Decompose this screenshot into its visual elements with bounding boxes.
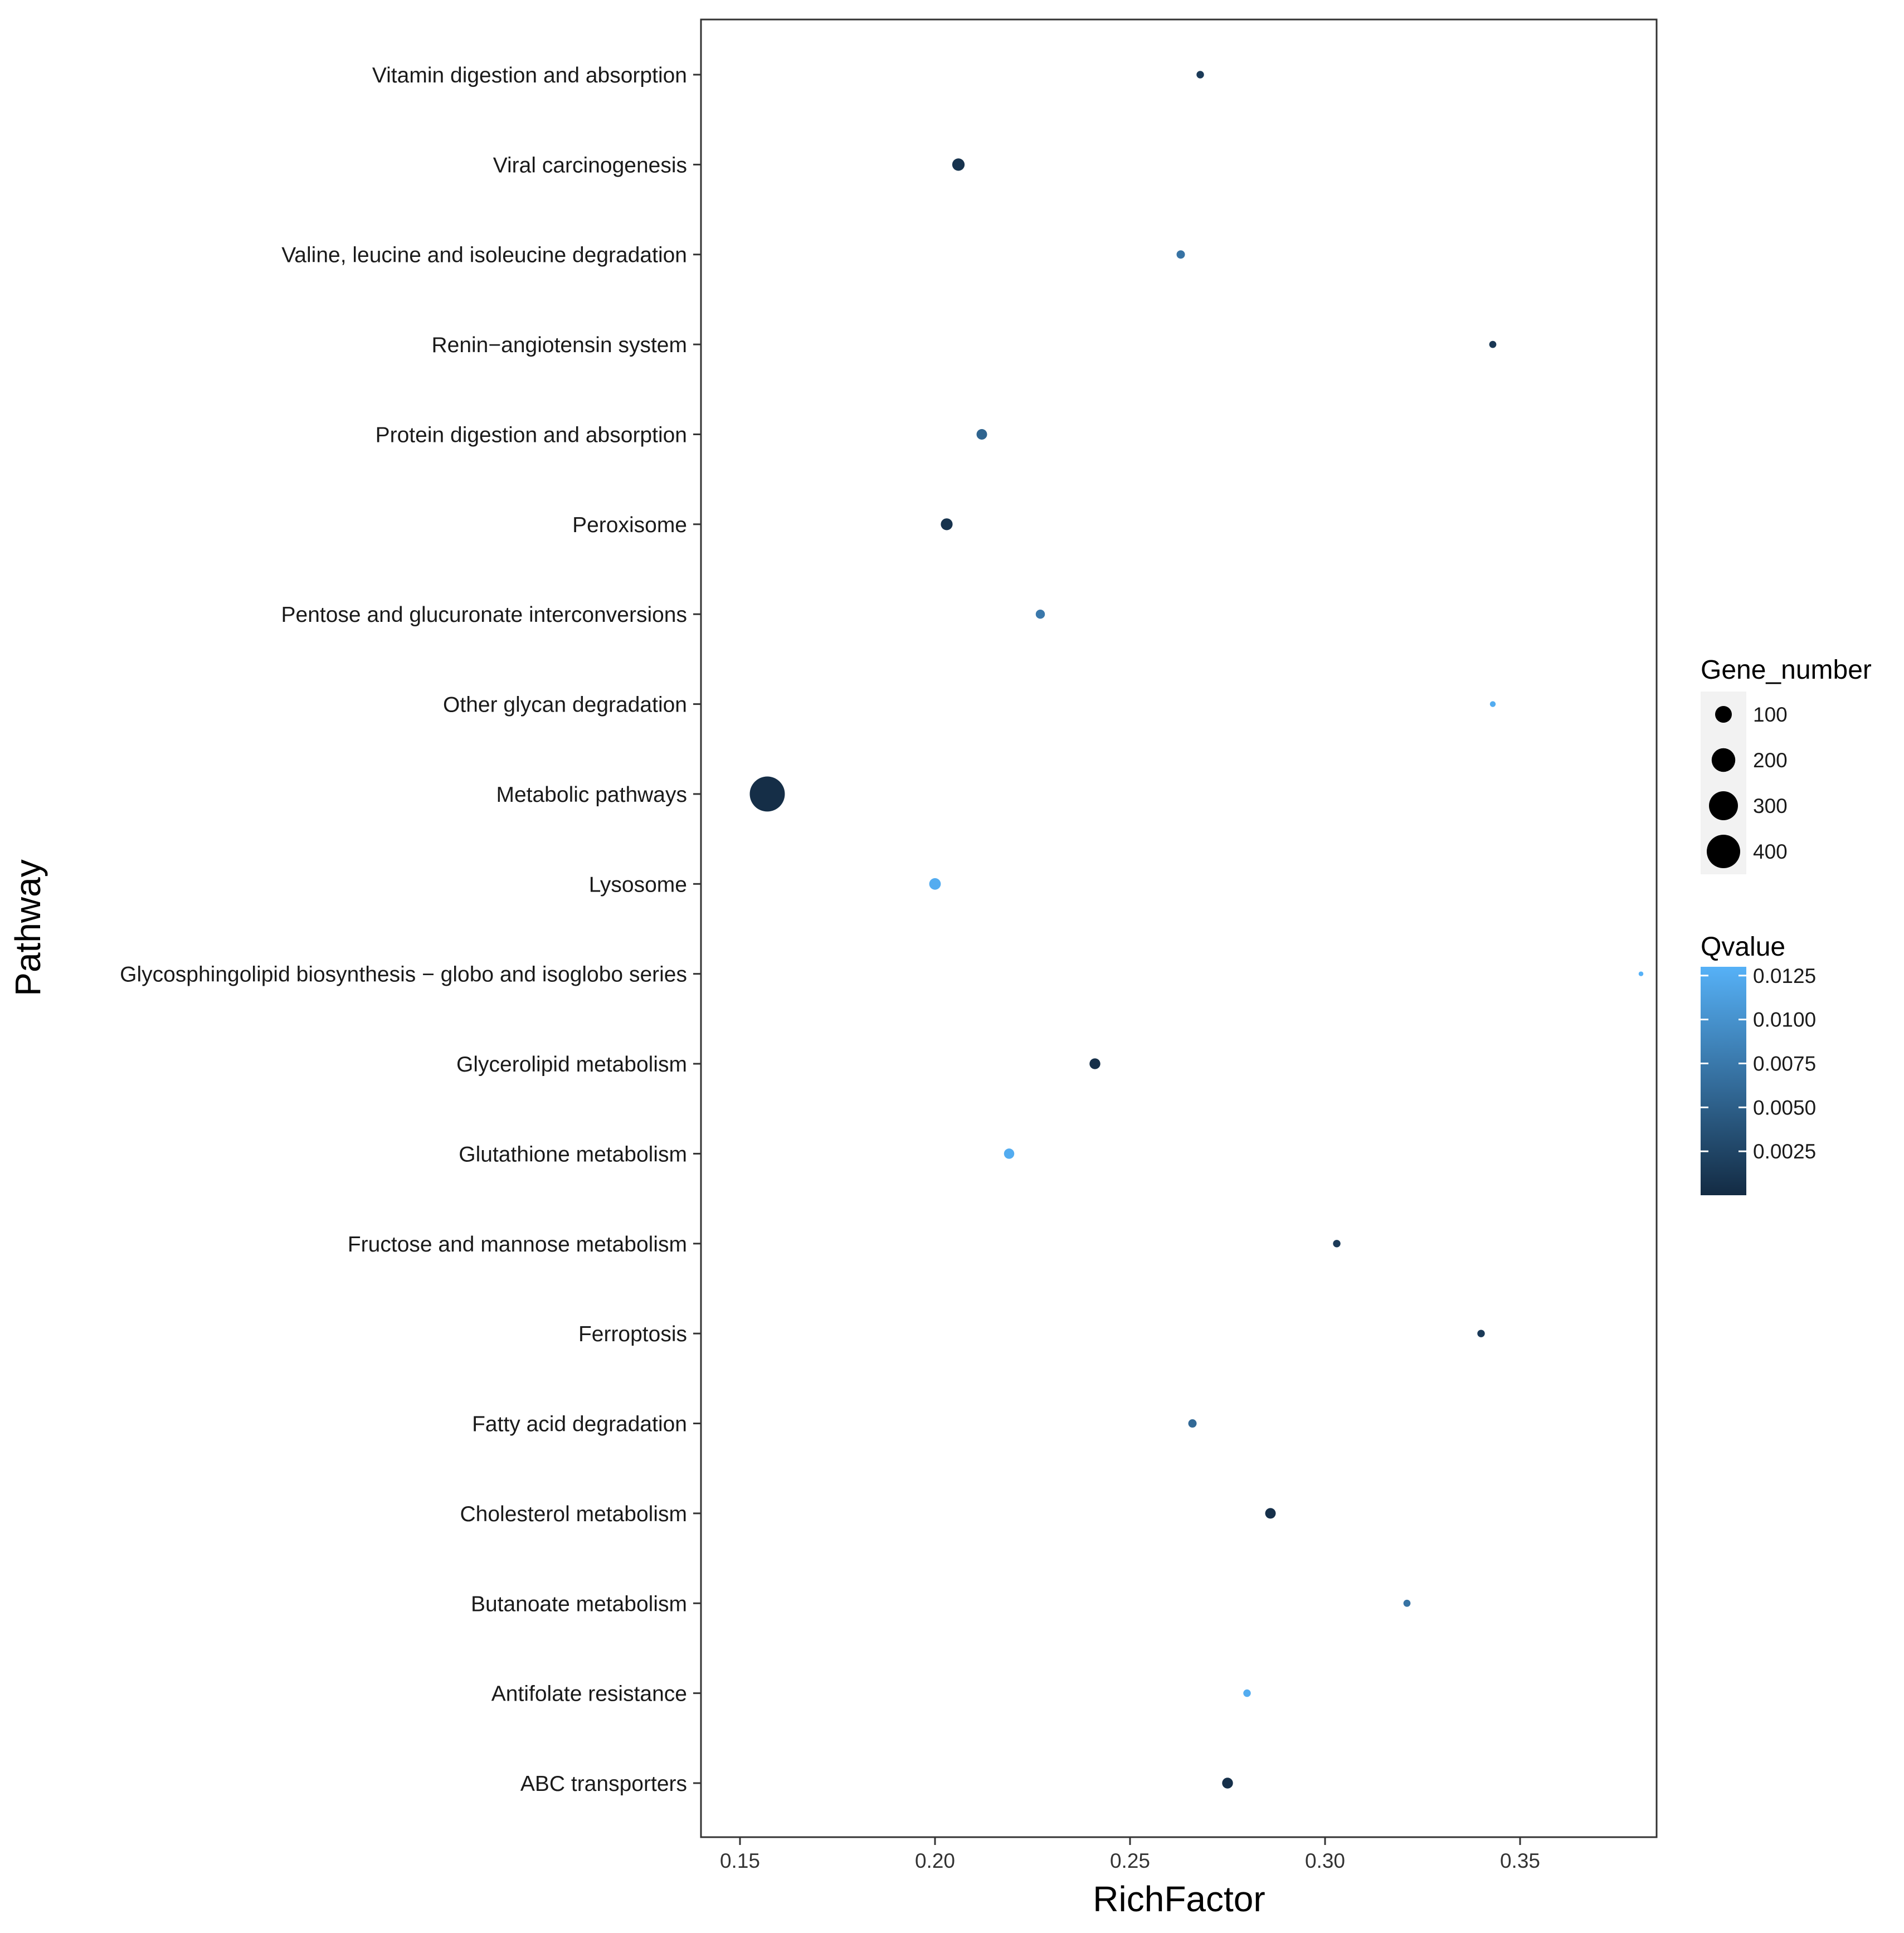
color-legend-label: 0.0050 xyxy=(1753,1096,1816,1119)
data-point xyxy=(749,776,785,812)
pathway-label: Glycosphingolipid biosynthesis − globo a… xyxy=(120,963,687,987)
pathway-label: Peroxisome xyxy=(572,513,687,537)
data-point xyxy=(976,429,987,440)
data-point xyxy=(1089,1058,1100,1069)
data-point xyxy=(1243,1689,1251,1697)
data-point xyxy=(1489,701,1496,707)
pathway-label: Metabolic pathways xyxy=(496,783,687,807)
y-axis-labels: Vitamin digestion and absorption Viral ca… xyxy=(120,64,687,1796)
x-axis-title: RichFactor xyxy=(1093,1879,1265,1919)
size-legend-label: 100 xyxy=(1753,703,1788,726)
pathway-label: Butanoate metabolism xyxy=(471,1592,687,1616)
color-legend-bar xyxy=(1701,967,1746,1195)
pathway-label: Other glycan degradation xyxy=(443,693,687,717)
data-point xyxy=(1196,71,1204,79)
pathway-label: Valine, leucine and isoleucine degradati… xyxy=(281,244,687,267)
pathway-label: Fatty acid degradation xyxy=(472,1413,687,1437)
plot-panel-border xyxy=(700,18,1658,1838)
size-legend: Gene_number 100 200 300 400 xyxy=(1701,655,1872,874)
size-legend-label: 400 xyxy=(1753,840,1788,863)
pathway-label: Glutathione metabolism xyxy=(459,1142,687,1166)
size-legend-symbol xyxy=(1707,835,1740,868)
data-point xyxy=(1222,1778,1233,1789)
size-legend-label: 300 xyxy=(1753,795,1788,817)
pathway-label: Renin−angiotensin system xyxy=(431,333,687,357)
x-tick-label: 0.25 xyxy=(1110,1849,1150,1872)
y-axis-title: Pathway xyxy=(8,859,48,996)
pathway-label: Cholesterol metabolism xyxy=(460,1502,687,1526)
data-point xyxy=(1265,1508,1276,1519)
y-axis-ticks xyxy=(693,74,701,1784)
x-tick-label: 0.20 xyxy=(915,1849,955,1872)
data-point xyxy=(1035,609,1045,619)
pathway-label: Lysosome xyxy=(589,873,687,897)
data-point xyxy=(1188,1419,1197,1428)
x-axis-labels: 0.15 0.20 0.25 0.30 0.35 xyxy=(720,1849,1540,1872)
pathway-label: Glycerolipid metabolism xyxy=(456,1053,687,1077)
x-tick-label: 0.30 xyxy=(1305,1849,1345,1872)
data-point xyxy=(1333,1240,1341,1248)
data-point xyxy=(952,158,965,171)
color-legend-label: 0.0125 xyxy=(1753,965,1816,987)
size-legend-symbol xyxy=(1709,791,1738,820)
color-legend-label: 0.0100 xyxy=(1753,1009,1816,1031)
size-legend-title: Gene_number xyxy=(1701,655,1872,685)
pathway-label: Protein digestion and absorption xyxy=(376,423,687,447)
data-point xyxy=(1489,340,1497,348)
x-tick-label: 0.15 xyxy=(720,1849,760,1872)
data-point xyxy=(929,878,941,890)
data-point xyxy=(1004,1148,1015,1159)
data-points xyxy=(749,71,1644,1789)
data-point xyxy=(1477,1330,1485,1337)
color-legend: Qvalue 0.0125 0.0100 0.0075 0.0050 0.0025 xyxy=(1701,932,1816,1195)
size-legend-label: 200 xyxy=(1753,749,1788,772)
size-legend-symbol xyxy=(1715,706,1732,723)
data-point xyxy=(941,518,953,530)
pathway-label: ABC transporters xyxy=(520,1772,687,1796)
color-legend-ticks: 0.0125 0.0100 0.0075 0.0050 0.0025 xyxy=(1701,965,1816,1163)
pathway-label: Pentose and glucuronate interconversions xyxy=(281,603,687,627)
x-tick-label: 0.35 xyxy=(1500,1849,1540,1872)
pathway-label: Vitamin digestion and absorption xyxy=(372,64,687,87)
size-legend-symbol xyxy=(1711,748,1736,772)
data-point xyxy=(1638,971,1644,976)
pathway-label: Ferroptosis xyxy=(578,1322,687,1346)
data-point xyxy=(1403,1599,1411,1607)
pathway-label: Antifolate resistance xyxy=(491,1682,687,1706)
pathway-label: Viral carcinogenesis xyxy=(493,153,687,177)
pathway-label: Fructose and mannose metabolism xyxy=(348,1233,687,1257)
size-legend-items: 100 200 300 400 xyxy=(1701,692,1788,874)
data-point xyxy=(1176,250,1185,259)
color-legend-label: 0.0025 xyxy=(1753,1140,1816,1163)
color-legend-label: 0.0075 xyxy=(1753,1052,1816,1075)
color-legend-title: Qvalue xyxy=(1701,932,1785,962)
x-axis-ticks xyxy=(739,1837,1521,1845)
